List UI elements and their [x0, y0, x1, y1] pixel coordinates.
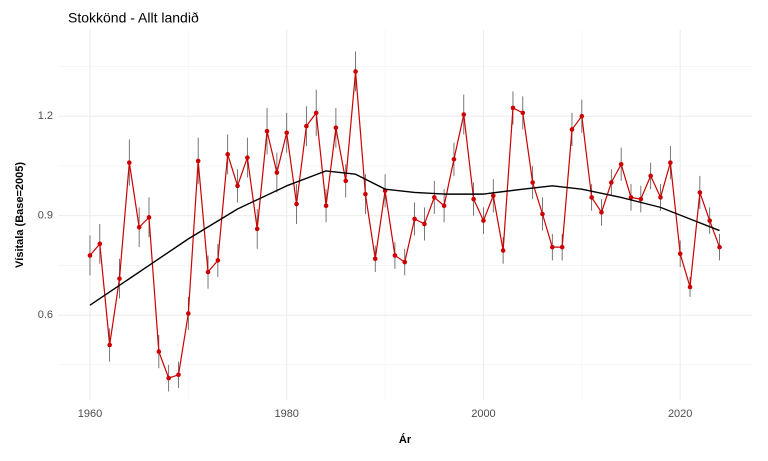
data-point	[717, 244, 722, 250]
data-point	[559, 244, 565, 250]
data-point	[176, 372, 181, 378]
data-point	[677, 251, 683, 257]
data-point	[166, 375, 171, 381]
data-point	[668, 160, 673, 165]
y-tick-label: 0.9	[38, 210, 53, 222]
series-line	[89, 71, 721, 379]
data-point	[490, 193, 496, 199]
data-point	[146, 215, 152, 220]
data-point	[313, 110, 319, 116]
data-point	[304, 123, 309, 129]
data-point	[284, 130, 290, 136]
data-point	[245, 155, 250, 160]
trend-line	[89, 170, 720, 306]
data-point	[87, 253, 93, 258]
data-point	[117, 276, 122, 281]
data-point	[372, 256, 378, 262]
data-point	[707, 218, 713, 223]
data-point	[569, 127, 575, 132]
data-point	[156, 349, 162, 354]
data-point	[353, 69, 358, 74]
x-axis-title: Ár	[399, 433, 412, 446]
data-point	[520, 110, 526, 116]
data-point	[254, 226, 260, 232]
data-point	[697, 190, 703, 195]
data-point	[628, 195, 634, 200]
chart-title: Stokkönd - Allt landið	[68, 10, 199, 26]
data-point	[264, 128, 270, 134]
data-point	[618, 161, 624, 167]
y-tick-label: 1.2	[38, 110, 53, 122]
data-point	[274, 170, 280, 175]
data-point	[510, 105, 516, 111]
data-point	[530, 180, 535, 185]
data-point	[658, 195, 663, 200]
data-point	[540, 211, 545, 217]
data-point	[451, 157, 457, 162]
data-point	[648, 173, 653, 179]
y-axis-title: Vísitala (Base=2005)	[14, 162, 26, 268]
data-point	[461, 112, 467, 117]
data-point	[235, 183, 240, 189]
data-point	[481, 218, 486, 223]
data-point	[550, 244, 555, 250]
y-tick-label: 0.6	[38, 309, 53, 321]
data-point	[412, 216, 417, 222]
data-point	[225, 152, 230, 157]
x-tick-label: 1980	[274, 408, 298, 420]
data-point	[431, 195, 437, 200]
data-point	[107, 342, 112, 348]
data-point	[205, 269, 211, 275]
data-point	[195, 158, 201, 164]
data-point	[215, 258, 221, 263]
data-point	[638, 196, 644, 202]
x-tick-label: 2000	[471, 408, 495, 420]
data-point	[127, 160, 132, 165]
data-point	[471, 196, 476, 202]
data-point	[333, 125, 339, 131]
data-point	[392, 253, 398, 258]
data-point	[136, 224, 142, 230]
data-point	[186, 311, 191, 316]
data-point	[500, 248, 506, 253]
data-point	[97, 241, 103, 247]
data-point	[343, 178, 349, 184]
data-point	[589, 195, 594, 200]
x-tick-label: 1960	[78, 408, 102, 420]
data-point	[323, 203, 329, 209]
data-point	[687, 284, 693, 290]
data-point	[363, 191, 368, 197]
data-point	[579, 113, 585, 119]
x-tick-label: 2020	[668, 408, 692, 420]
data-point	[599, 210, 604, 215]
data-point	[402, 259, 408, 265]
data-point	[609, 180, 614, 185]
data-point	[441, 203, 447, 209]
data-point	[294, 201, 299, 207]
data-point	[422, 221, 427, 227]
